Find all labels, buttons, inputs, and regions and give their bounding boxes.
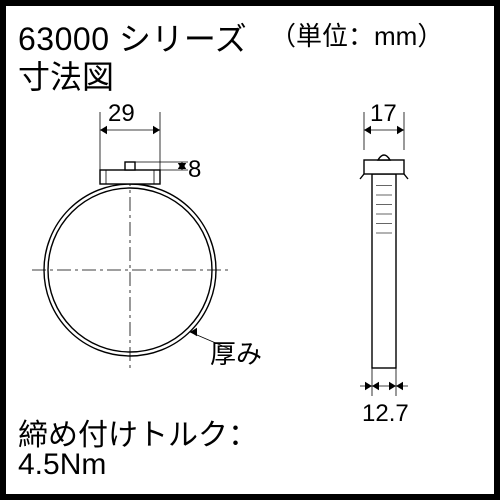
technical-drawing bbox=[0, 0, 500, 500]
